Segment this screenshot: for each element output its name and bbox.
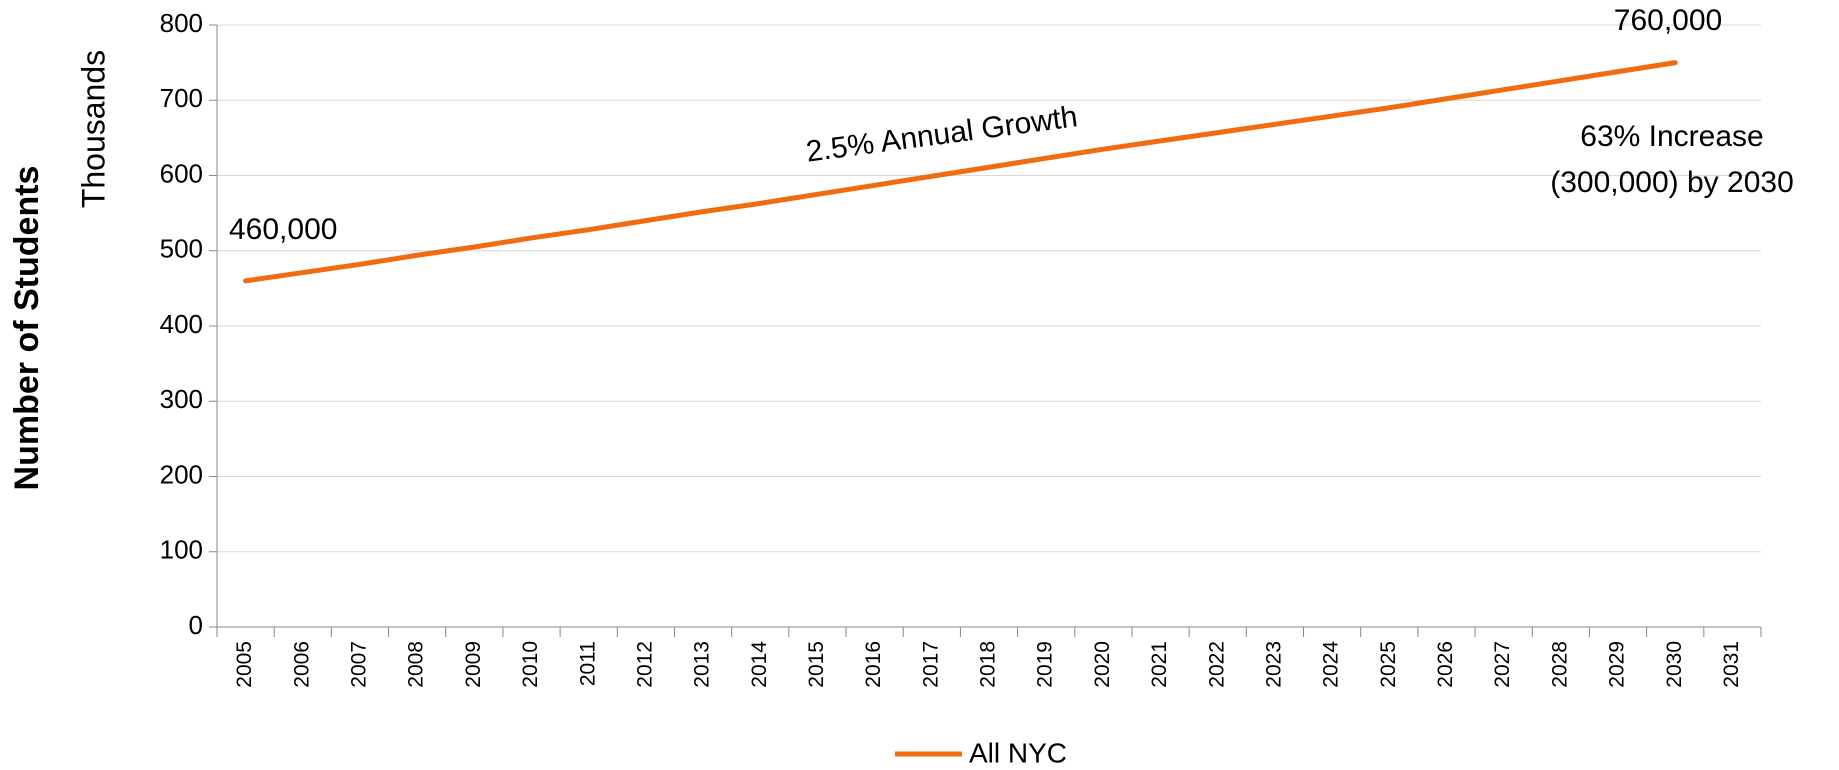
x-tick-label: 2022 — [1205, 641, 1228, 688]
x-tick-label: 2013 — [691, 641, 714, 688]
x-tick-label: 2011 — [576, 641, 599, 686]
x-tick-label: 2007 — [348, 641, 371, 688]
x-tick-label: 2023 — [1262, 641, 1285, 688]
x-tick-label: 2020 — [1091, 641, 1114, 688]
y-tick-label: 600 — [160, 158, 203, 188]
x-tick-label: 2016 — [862, 641, 885, 688]
y-unit-label: Thousands — [75, 50, 111, 208]
y-axis-label: Number of Students — [8, 166, 46, 491]
annotation: 760,000 — [1614, 4, 1722, 37]
x-tick-label: 2008 — [405, 641, 428, 688]
y-tick-label: 400 — [160, 309, 203, 339]
line-series — [243, 60, 1678, 284]
x-tick-label: 2021 — [1148, 641, 1171, 688]
legend-label: All NYC — [969, 737, 1067, 768]
y-tick-label: 200 — [160, 459, 203, 489]
x-tick-label: 2025 — [1377, 641, 1400, 688]
y-tick-label: 100 — [160, 535, 203, 565]
x-tick-label: 2012 — [633, 641, 656, 688]
annotation: 460,000 — [229, 213, 337, 246]
x-tick-label: 2014 — [748, 641, 771, 688]
x-tick-label: 2017 — [919, 641, 942, 688]
y-tick-label: 500 — [160, 234, 203, 264]
x-tick-label: 2010 — [519, 641, 542, 688]
x-tick-label: 2019 — [1034, 641, 1057, 688]
y-tick-label: 700 — [160, 83, 203, 113]
y-tick-label: 0 — [189, 610, 203, 640]
x-tick-label: 2024 — [1320, 641, 1343, 688]
x-tick-label: 2005 — [233, 641, 256, 688]
x-tick-label: 2006 — [290, 641, 313, 688]
x-tick-label: 2030 — [1663, 641, 1686, 688]
y-tick-label: 300 — [160, 384, 203, 414]
x-tick-label: 2027 — [1491, 641, 1514, 688]
x-tick-label: 2018 — [977, 641, 1000, 688]
x-tick-label: 2026 — [1434, 641, 1457, 688]
x-tick-label: 2029 — [1606, 641, 1629, 688]
x-tick-label: 2031 — [1720, 641, 1743, 688]
annotation: 63% Increase — [1580, 120, 1763, 153]
y-tick-label: 800 — [160, 8, 203, 38]
x-tick-label: 2028 — [1548, 641, 1571, 688]
x-tick-label: 2015 — [805, 641, 828, 688]
x-tick-label: 2009 — [462, 641, 485, 688]
annotation: (300,000) by 2030 — [1550, 166, 1794, 199]
